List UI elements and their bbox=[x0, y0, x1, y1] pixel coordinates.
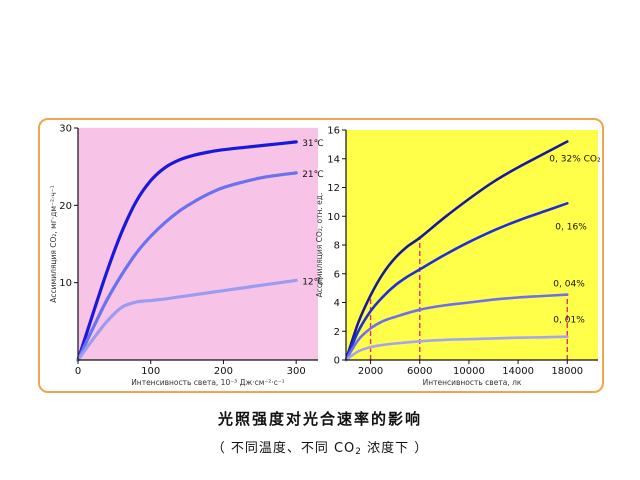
co2-series-label-0: 0, 32% CO₂ bbox=[549, 155, 601, 165]
temp-y-tick-label-0: 10 bbox=[59, 278, 72, 289]
co2-x-axis-label: Интенсивность света, лк bbox=[423, 378, 522, 387]
co2-y-tick-label-2: 4 bbox=[334, 298, 340, 309]
co2-series-label-1: 0, 16% bbox=[555, 222, 587, 232]
co2-y-tick-label-8: 16 bbox=[327, 126, 340, 137]
temp-y-tick-label-1: 20 bbox=[59, 201, 72, 212]
co2-plot-background bbox=[346, 130, 598, 360]
co2-x-tick-label-3: 14000 bbox=[502, 366, 534, 377]
temp-x-tick-label-2: 200 bbox=[214, 366, 233, 377]
temp-x-axis-label: Интенсивность света, 10⁻³ Дж·см⁻²·с⁻¹ bbox=[131, 378, 285, 387]
co2-series-label-3: 0, 01% bbox=[553, 316, 585, 326]
co2-y-tick-label-0: 0 bbox=[334, 356, 340, 367]
co2-x-tick-label-2: 10000 bbox=[453, 366, 485, 377]
co2-y-tick-label-1: 2 bbox=[334, 327, 340, 338]
temp-series-label-2: 12℃ bbox=[302, 277, 324, 287]
temp-x-tick-label-0: 0 bbox=[75, 366, 81, 377]
temp-series-line-1 bbox=[76, 171, 298, 362]
co2-series-label-2: 0, 04% bbox=[553, 280, 585, 290]
co2-series-line-2 bbox=[344, 293, 569, 362]
temp-series-line-2 bbox=[76, 278, 298, 362]
temp-series-label-1: 21℃ bbox=[302, 170, 324, 180]
chart-co2: 0, 32% CO₂ 0, 16% 0, 04% 0, 01% 0 2 4 6 8 10 12 14 1… bbox=[315, 126, 601, 388]
caption-subtitle-after: 浓度下 ） bbox=[362, 441, 429, 456]
co2-series-line-3 bbox=[344, 335, 569, 362]
temp-plot-background bbox=[78, 128, 318, 360]
co2-series-line-0 bbox=[344, 140, 569, 362]
caption-subtitle: （ 不同温度、不同 CO2 浓度下 ） bbox=[0, 437, 640, 457]
co2-series-line-1 bbox=[344, 202, 569, 362]
temp-x-tick-label-1: 100 bbox=[141, 366, 160, 377]
co2-y-tick-label-7: 14 bbox=[327, 154, 340, 165]
co2-x-tick-label-1: 6000 bbox=[407, 366, 432, 377]
caption-subtitle-subscript: 2 bbox=[355, 447, 363, 457]
temp-series-line-0 bbox=[76, 140, 298, 362]
co2-y-tick-label-5: 10 bbox=[327, 212, 340, 223]
temp-y-axis-label: Ассимиляция CO₂, мг·дм⁻²·ч⁻¹ bbox=[49, 185, 58, 302]
co2-x-tick-label-0: 2000 bbox=[358, 366, 383, 377]
co2-y-tick-label-4: 8 bbox=[334, 241, 340, 252]
caption-subtitle-before: （ 不同温度、不同 CO bbox=[211, 441, 356, 456]
temp-series-label-0: 31℃ bbox=[302, 139, 324, 149]
co2-y-axis-label: Ассимиляция CO₂, отн. ед. bbox=[315, 193, 324, 298]
co2-y-tick-label-6: 12 bbox=[327, 183, 340, 194]
temp-x-tick-label-3: 300 bbox=[287, 366, 306, 377]
caption-title: 光照强度对光合速率的影响 bbox=[217, 410, 422, 428]
co2-x-tick-label-4: 18000 bbox=[551, 366, 583, 377]
temp-y-tick-label-2: 30 bbox=[59, 124, 72, 135]
co2-y-tick-label-3: 6 bbox=[334, 269, 340, 280]
